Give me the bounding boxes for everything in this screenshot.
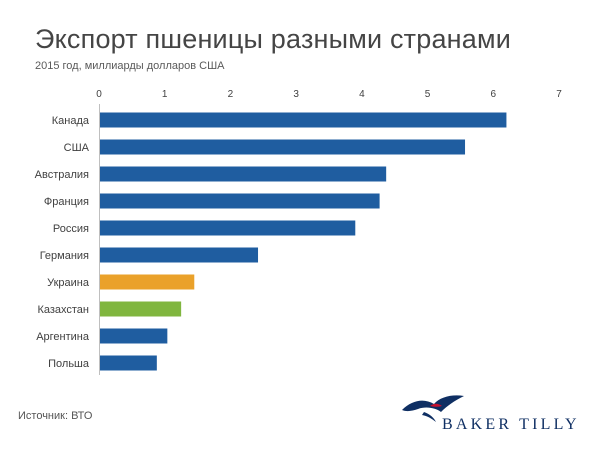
chart-subtitle: 2015 год, миллиарды долларов США [35, 60, 225, 72]
category-label: Казахстан [37, 304, 89, 316]
brand-name: BAKER TILLY [442, 416, 580, 433]
category-label: Канада [52, 115, 90, 127]
bar [100, 328, 168, 344]
x-tick-label: 1 [162, 89, 168, 100]
category-label: Украина [47, 277, 90, 289]
category-label: США [64, 142, 90, 154]
x-tick-label: 2 [228, 89, 234, 100]
bar [100, 301, 182, 317]
x-tick-label: 7 [556, 89, 562, 100]
bird-logo-icon [402, 395, 464, 422]
bar [100, 139, 466, 155]
source-note: Источник: ВТО [18, 410, 93, 422]
chart-title: Экспорт пшеницы разными странами [35, 24, 512, 54]
bar [100, 112, 507, 128]
x-tick-label: 5 [425, 89, 431, 100]
brand-logo: BAKER TILLY [400, 392, 590, 437]
bar [100, 274, 195, 290]
category-label: Франция [44, 196, 89, 208]
category-label: Германия [40, 250, 89, 262]
x-tick-label: 0 [96, 89, 102, 100]
bar [100, 193, 380, 209]
category-label: Аргентина [36, 331, 90, 343]
category-label: Польша [48, 358, 90, 370]
x-tick-label: 3 [293, 89, 299, 100]
x-tick-label: 6 [491, 89, 497, 100]
bar [100, 355, 157, 371]
category-label: Россия [53, 223, 89, 235]
category-label: Австралия [35, 169, 89, 181]
x-tick-label: 4 [359, 89, 365, 100]
bar [100, 247, 259, 263]
bar [100, 166, 387, 182]
bar [100, 220, 356, 236]
